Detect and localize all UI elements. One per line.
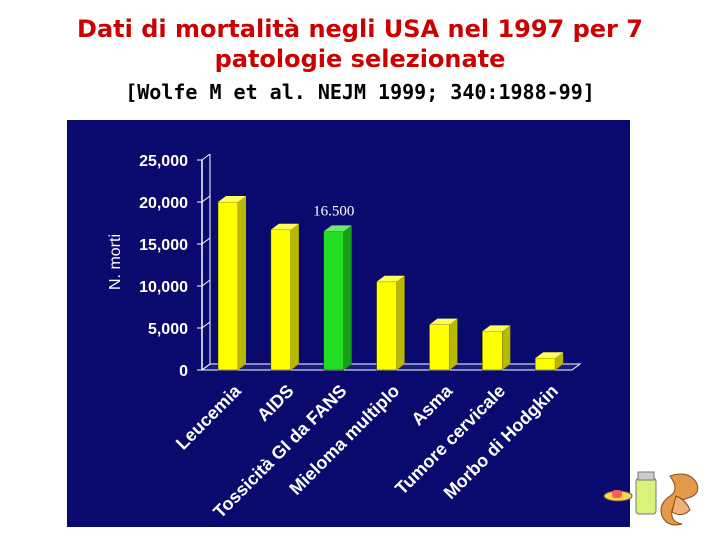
bar-side bbox=[396, 275, 405, 370]
data-annotation: 16.500 bbox=[313, 203, 354, 219]
bars bbox=[217, 196, 564, 371]
bar-top bbox=[429, 318, 458, 325]
bar-side bbox=[238, 196, 246, 370]
bar-aids bbox=[270, 223, 299, 371]
y-tick-depth bbox=[201, 321, 211, 329]
bar-side bbox=[449, 318, 458, 370]
bar-side bbox=[555, 352, 564, 370]
bar-front bbox=[270, 229, 292, 371]
bar-morbo-di-hodgkin bbox=[534, 352, 564, 371]
y-tick-depth bbox=[201, 279, 211, 287]
bar-top bbox=[323, 225, 352, 232]
y-tick-depth bbox=[201, 153, 211, 161]
citation: [Wolfe M et al. NEJM 1999; 340:1988-99] bbox=[125, 80, 595, 104]
medicine-clipart bbox=[603, 471, 699, 526]
slide-title-line2: patologie selezionate bbox=[214, 45, 506, 73]
bar-side bbox=[290, 223, 299, 370]
y-tick-depth bbox=[201, 195, 211, 203]
y-tick-label: 10,000 bbox=[139, 279, 188, 296]
y-tick-label: 5,000 bbox=[148, 321, 188, 338]
bar-front bbox=[323, 231, 344, 371]
slide-title-line1: Dati di mortalità negli USA nel 1997 per… bbox=[77, 15, 643, 43]
bar-top bbox=[270, 223, 299, 230]
bar-front bbox=[534, 357, 556, 371]
bar-tumore-cervicale bbox=[482, 325, 511, 371]
slide-title: Dati di mortalità negli USA nel 1997 per… bbox=[0, 14, 720, 74]
bar-top bbox=[482, 325, 511, 332]
bar-top bbox=[535, 352, 564, 359]
bar-side bbox=[502, 325, 511, 370]
bar-top bbox=[376, 275, 405, 282]
bar-top bbox=[218, 196, 246, 202]
y-tick-label: 15,000 bbox=[139, 237, 188, 254]
y-tick-depth bbox=[201, 363, 211, 371]
bar-tossicit-gi-da-fans bbox=[323, 225, 352, 371]
y-axis-label: N. morti bbox=[107, 234, 124, 290]
bar-leucemia bbox=[217, 196, 246, 371]
y-tick-label: 20,000 bbox=[139, 195, 188, 212]
bar-mieloma-multiplo bbox=[376, 275, 405, 371]
bar-front bbox=[482, 331, 503, 371]
bar-front bbox=[429, 324, 450, 371]
y-tick-label: 25,000 bbox=[139, 153, 188, 170]
bar-front bbox=[376, 281, 397, 371]
bar-side bbox=[343, 225, 352, 370]
y-tick-label: 0 bbox=[179, 363, 188, 380]
bar-asma bbox=[429, 318, 458, 371]
bar-front bbox=[217, 201, 239, 371]
y-tick-depth bbox=[201, 237, 211, 245]
